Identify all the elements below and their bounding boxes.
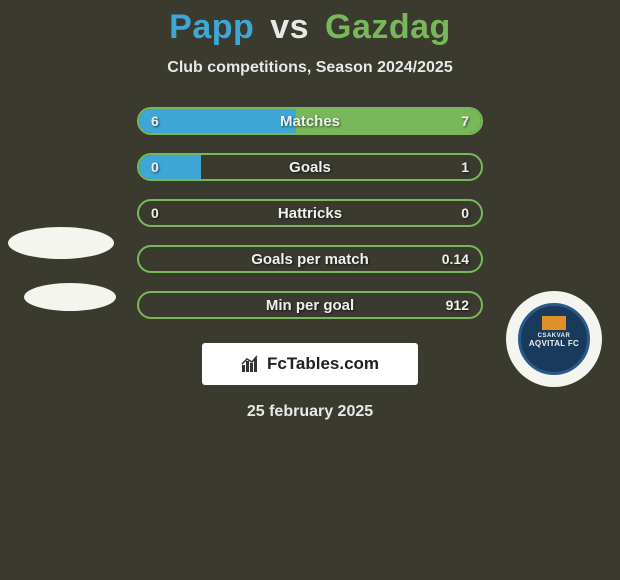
stat-bar: Goals per match 0.14 [137,245,483,273]
title: Papp vs Gazdag [169,8,451,47]
stat-value-player2: 0 [461,205,469,221]
club-badge: CSAKVAR AQVITAL FC [506,291,602,387]
vs-text: vs [270,8,309,46]
infographic-container: Papp vs Gazdag Club competitions, Season… [0,0,620,421]
club-badge-inner: CSAKVAR AQVITAL FC [518,303,590,375]
stat-bar: 0 Goals 1 [137,153,483,181]
stats-area: CSAKVAR AQVITAL FC 6 Matches 7 0 Goals 1 0 Hatt… [0,107,620,421]
source-logo: FcTables.com [202,343,418,385]
player2-name: Gazdag [325,8,451,46]
stat-label: Min per goal [266,297,354,314]
stat-value-player1: 0 [151,159,159,175]
stat-value-player2: 1 [461,159,469,175]
bars-icon [241,355,263,373]
badge-text-bottom: AQVITAL FC [529,339,579,348]
stat-value-player2: 0.14 [442,251,469,267]
stat-label: Matches [280,113,340,130]
bar-fill-player1 [139,155,201,179]
stat-value-player1: 6 [151,113,159,129]
player1-name: Papp [169,8,254,46]
date-text: 25 february 2025 [247,403,373,421]
stat-label: Goals [289,159,331,176]
stat-value-player2: 912 [446,297,469,313]
avatar-placeholder-1 [8,227,114,259]
avatar-placeholder-2 [24,283,116,311]
stat-value-player1: 0 [151,205,159,221]
stat-bars: 6 Matches 7 0 Goals 1 0 Hattricks 0 Goals per mat… [137,107,483,337]
stat-bar: 6 Matches 7 [137,107,483,135]
subtitle: Club competitions, Season 2024/2025 [167,59,452,77]
bar-fill-player1 [139,109,296,133]
stat-bar: Min per goal 912 [137,291,483,319]
badge-castle-icon [542,316,566,330]
stat-bar: 0 Hattricks 0 [137,199,483,227]
stat-label: Hattricks [278,205,342,222]
logo-text: FcTables.com [267,354,379,374]
stat-label: Goals per match [251,251,369,268]
stat-value-player2: 7 [461,113,469,129]
